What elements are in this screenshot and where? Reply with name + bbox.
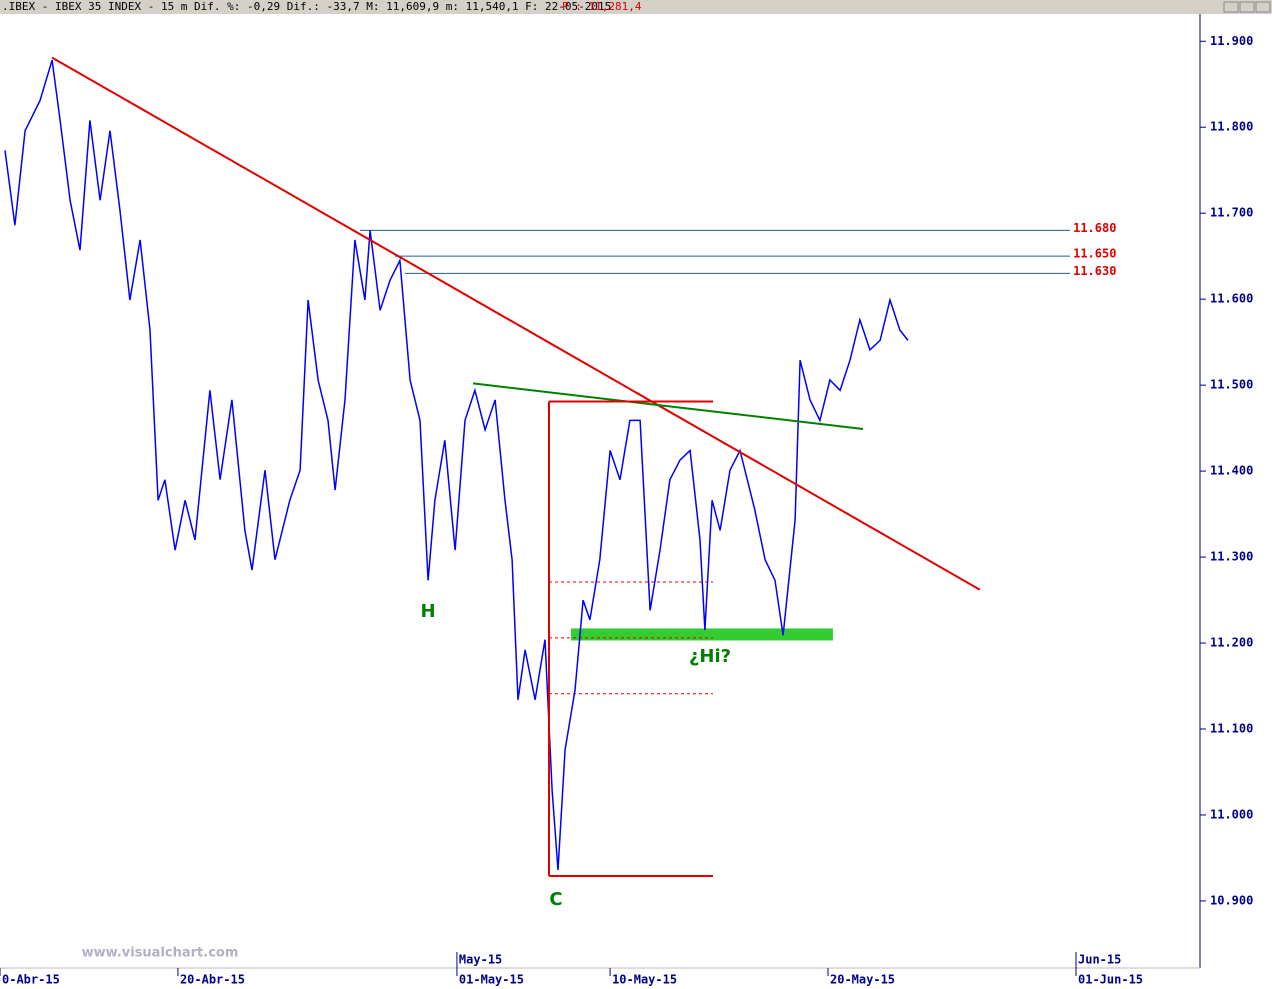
annotation: ¿Hi? — [689, 646, 731, 667]
month-tick-label: Jun-15 — [1078, 953, 1121, 967]
watermark: www.visualchart.com — [82, 946, 239, 961]
trendline — [472, 382, 864, 430]
x-tick-label: 10-May-15 — [612, 973, 677, 987]
y-tick-label: 11.000 — [1210, 807, 1253, 821]
header-text: .IBEX - IBEX 35 INDEX - 15 m Dif. %: -0,… — [2, 0, 611, 13]
level-label: 11.630 — [1073, 264, 1116, 278]
annotation: H — [420, 601, 435, 622]
y-tick-label: 11.700 — [1210, 206, 1253, 220]
y-tick-label: 11.400 — [1210, 464, 1253, 478]
x-tick-label: 0-Abr-15 — [2, 973, 60, 987]
y-tick-label: 11.600 — [1210, 292, 1253, 306]
maximize[interactable] — [1239, 1, 1255, 13]
level-label: 11.650 — [1073, 247, 1116, 261]
price-line — [4, 59, 909, 871]
y-tick-label: 11.500 — [1210, 378, 1253, 392]
level-label: 11.680 — [1073, 221, 1116, 235]
window-controls[interactable] — [1223, 1, 1271, 13]
y-tick-label: 10.900 — [1210, 893, 1253, 907]
trendline — [51, 56, 981, 591]
y-tick-label: 11.200 — [1210, 636, 1253, 650]
x-tick-label: 20-May-15 — [830, 973, 895, 987]
minimize[interactable] — [1223, 1, 1239, 13]
x-tick-label: 20-Abr-15 — [180, 973, 245, 987]
y-tick-label: 11.900 — [1210, 34, 1253, 48]
y-tick-label: 11.100 — [1210, 722, 1253, 736]
month-tick-label: May-15 — [459, 953, 502, 967]
y-tick-label: 11.800 — [1210, 120, 1253, 134]
annotation: C — [549, 889, 562, 910]
header-price: P : 11,281,4 — [562, 0, 642, 13]
y-tick-label: 11.300 — [1210, 550, 1253, 564]
close[interactable] — [1255, 1, 1271, 13]
x-tick-label: 01-May-15 — [459, 973, 524, 987]
support-band — [571, 628, 833, 641]
x-tick-label: 01-Jun-15 — [1078, 973, 1143, 987]
header-bar — [0, 0, 1272, 14]
